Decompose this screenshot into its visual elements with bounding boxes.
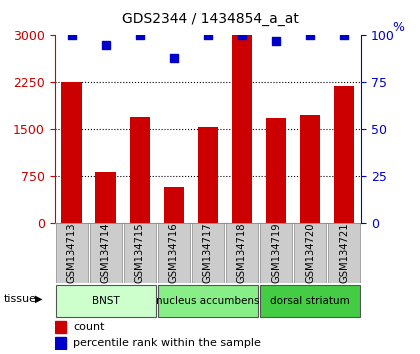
Text: GSM134717: GSM134717 [203, 223, 213, 284]
Bar [129, 117, 150, 223]
Text: percentile rank within the sample: percentile rank within the sample [73, 338, 261, 348]
Point [136, 33, 143, 38]
Point [307, 33, 313, 38]
Point [102, 42, 109, 47]
Bar [164, 187, 184, 223]
Text: count: count [73, 322, 105, 332]
Bar [300, 115, 320, 223]
Text: nucleus accumbens: nucleus accumbens [156, 296, 260, 306]
Bar [198, 127, 218, 223]
Bar [95, 172, 116, 223]
Point [239, 33, 245, 38]
Bar [334, 86, 354, 223]
Text: GSM134721: GSM134721 [339, 223, 349, 284]
FancyBboxPatch shape [55, 285, 156, 317]
Point [341, 33, 347, 38]
Text: GSM134714: GSM134714 [101, 223, 111, 283]
Point [273, 38, 279, 44]
FancyBboxPatch shape [55, 223, 88, 283]
FancyBboxPatch shape [260, 285, 360, 317]
Text: tissue: tissue [4, 294, 37, 304]
FancyBboxPatch shape [260, 223, 292, 283]
Point [171, 55, 177, 61]
Text: BNST: BNST [92, 296, 120, 306]
FancyBboxPatch shape [328, 223, 360, 283]
Text: dorsal striatum: dorsal striatum [270, 296, 350, 306]
FancyBboxPatch shape [192, 223, 224, 283]
Bar [55, 337, 66, 349]
Text: GSM134718: GSM134718 [237, 223, 247, 283]
Text: GSM134720: GSM134720 [305, 223, 315, 283]
Bar [55, 321, 66, 333]
Bar [61, 82, 82, 223]
Text: GSM134715: GSM134715 [135, 223, 145, 284]
Bar [232, 35, 252, 223]
Bar [266, 118, 286, 223]
Text: GDS2344 / 1434854_a_at: GDS2344 / 1434854_a_at [121, 12, 299, 27]
FancyBboxPatch shape [90, 223, 122, 283]
FancyBboxPatch shape [158, 223, 190, 283]
FancyBboxPatch shape [158, 285, 258, 317]
Text: GSM134713: GSM134713 [67, 223, 76, 283]
Text: GSM134716: GSM134716 [169, 223, 179, 284]
FancyBboxPatch shape [294, 223, 326, 283]
Text: GSM134719: GSM134719 [271, 223, 281, 284]
Text: ▶: ▶ [35, 294, 42, 304]
Text: %: % [392, 21, 404, 34]
Point [68, 33, 75, 38]
Point [205, 33, 211, 38]
FancyBboxPatch shape [226, 223, 258, 283]
FancyBboxPatch shape [124, 223, 156, 283]
